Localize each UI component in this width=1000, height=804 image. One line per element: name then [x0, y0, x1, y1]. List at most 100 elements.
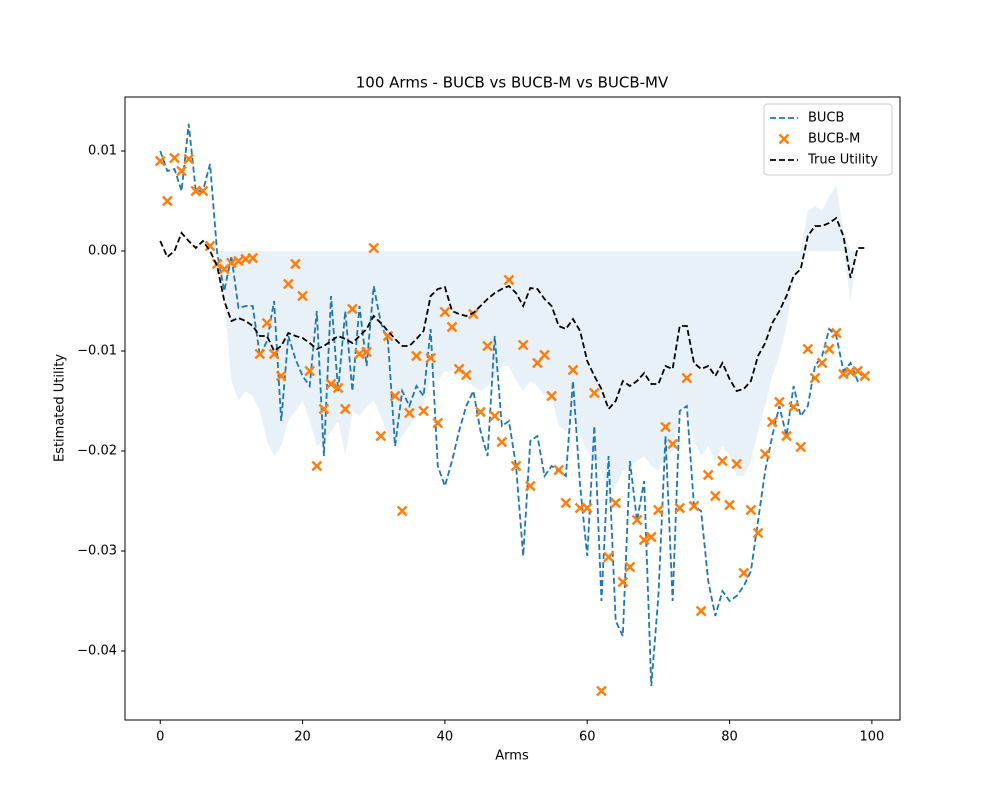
scatter-point: [247, 252, 259, 264]
scatter-point: [709, 490, 721, 502]
scatter-point: [688, 500, 700, 512]
scatter-point: [638, 534, 650, 546]
scatter-point: [268, 348, 280, 360]
scatter-point: [183, 153, 195, 165]
scatter-point: [226, 257, 237, 269]
scatter-point: [389, 390, 401, 402]
scatter-point: [460, 369, 472, 381]
x-tick-label: 40: [437, 730, 454, 745]
scatter-point: [631, 514, 643, 526]
scatter-point: [510, 460, 522, 472]
plot-frame: [124, 96, 901, 721]
scatter-point: [446, 321, 458, 333]
scatter-point: [503, 274, 515, 286]
scatter-point: [546, 390, 558, 402]
y-tick-label: −0.02: [77, 444, 117, 459]
scatter-point: [660, 421, 671, 433]
x-tick-label: 20: [294, 730, 311, 745]
scatter-point: [361, 346, 372, 358]
scatter-point: [176, 165, 187, 177]
scatter-point: [781, 430, 792, 442]
scatter-point: [766, 416, 778, 428]
scatter-point: [624, 561, 636, 573]
scatter-point: [282, 278, 294, 290]
scatter-point: [674, 502, 686, 514]
scatter-point: [681, 372, 693, 384]
scatter-point: [773, 396, 785, 408]
scatter-point: [233, 255, 244, 267]
y-tick-label: −0.03: [77, 544, 117, 559]
scatter-point: [795, 441, 807, 453]
scatter-point: [275, 370, 287, 382]
scatter-point: [482, 340, 493, 352]
scatter-point: [567, 364, 579, 376]
scatter-point: [304, 365, 316, 377]
scatter-point: [588, 387, 600, 399]
y-axis-label: Estimated Utility: [53, 354, 68, 462]
scatter-point: [745, 504, 757, 516]
x-tick-label: 80: [721, 730, 738, 745]
scatter-point: [596, 685, 607, 697]
scatter-point: [859, 370, 871, 382]
scatter-point: [197, 185, 209, 197]
legend-marker: [778, 133, 790, 145]
scatter-point: [759, 448, 771, 460]
chart-title: 100 Arms - BUCB vs BUCB-M vs BUCB-MV: [356, 74, 669, 92]
scatter-point: [603, 551, 614, 563]
scatter-point: [297, 290, 308, 302]
x-tick-label: 100: [859, 730, 884, 745]
scatter-point: [489, 410, 501, 422]
scatter-point: [154, 155, 166, 167]
scatter-point: [553, 464, 565, 476]
scatter-point: [788, 401, 799, 413]
scatter-point: [653, 504, 664, 516]
scatter-point: [254, 348, 266, 360]
scatter-point: [425, 352, 437, 364]
scatter-point: [752, 527, 764, 539]
scatter-point: [311, 460, 323, 472]
scatter-point: [204, 240, 216, 252]
y-tick-label: 0.00: [88, 244, 117, 259]
scatter-point: [539, 349, 550, 361]
scatter-point: [432, 417, 444, 429]
scatter-point: [467, 308, 479, 320]
scatter-point: [802, 343, 814, 355]
scatter-point: [581, 502, 593, 514]
scatter-point: [702, 469, 714, 481]
scatter-point: [169, 152, 180, 164]
scatter-point: [496, 436, 508, 448]
legend-label: True Utility: [807, 153, 878, 168]
scatter-point: [346, 303, 358, 315]
scatter-point: [738, 567, 750, 579]
legend-label: BUCB: [808, 111, 844, 126]
legend-label: BUCB-M: [808, 132, 860, 147]
scatter-point: [354, 348, 365, 360]
y-tick-label: −0.04: [77, 644, 117, 659]
scatter-point: [809, 372, 821, 384]
scatter-point: [403, 407, 415, 419]
scatter-point: [396, 505, 408, 517]
scatter-point: [830, 327, 842, 339]
scatter-point: [318, 403, 330, 415]
scatter-point: [532, 357, 543, 369]
y-tick-label: −0.01: [77, 344, 117, 359]
scatter-point: [439, 306, 451, 318]
scatter-point: [418, 405, 429, 417]
scatter-point: [731, 458, 743, 470]
series-line: [159, 123, 866, 687]
scatter-point: [290, 258, 301, 270]
scatter-point: [411, 350, 422, 362]
scatter-point: [610, 497, 622, 509]
scatter-point: [816, 357, 828, 369]
scatter-point: [368, 242, 380, 254]
scatter-point: [717, 455, 728, 467]
scatter-point: [823, 343, 835, 355]
x-tick-label: 60: [579, 730, 596, 745]
scatter-point: [560, 497, 572, 509]
scatter-point: [838, 368, 849, 380]
series-line: [159, 216, 865, 411]
scatter-point: [332, 382, 344, 394]
scatter-point: [617, 576, 629, 588]
scatter-point: [695, 605, 707, 617]
